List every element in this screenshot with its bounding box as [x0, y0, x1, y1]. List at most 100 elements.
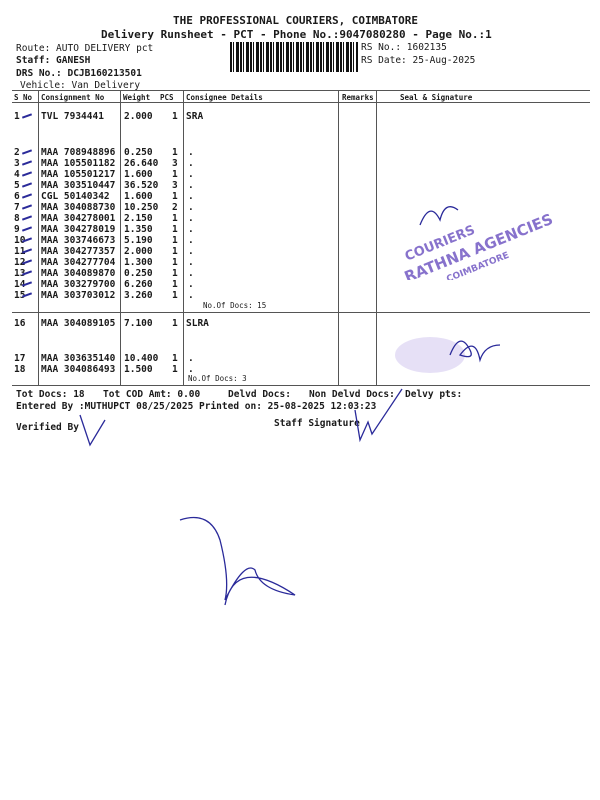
- barcode: [230, 42, 358, 72]
- pcs: 1: [172, 268, 178, 279]
- serial-no: 9: [14, 224, 20, 235]
- consignee-detail: .: [188, 353, 194, 364]
- weight: 10.400: [124, 353, 159, 364]
- check-mark-icon: [21, 204, 33, 210]
- consignee-detail: .: [188, 169, 194, 180]
- serial-no: 2: [14, 147, 20, 158]
- pcs: 3: [172, 180, 178, 191]
- consignee-detail: .: [188, 213, 194, 224]
- serial-no: 8: [14, 213, 20, 224]
- consignee-detail: .: [188, 235, 194, 246]
- consignment-no: MAA 304278001: [41, 213, 116, 224]
- consignee-detail: .: [188, 202, 194, 213]
- serial-no: 3: [14, 158, 20, 169]
- rs-date: RS Date: 25-Aug-2025: [361, 55, 476, 66]
- weight: 2.000: [124, 246, 153, 257]
- consignment-no: CGL 50140342: [41, 191, 110, 202]
- consignee-detail: .: [188, 158, 194, 169]
- consignment-no: TVL 7934441: [41, 111, 104, 122]
- pcs: 1: [172, 169, 178, 180]
- serial-no: 1: [14, 111, 20, 122]
- signature-stamp: [395, 337, 501, 373]
- weight: 26.640: [124, 158, 159, 169]
- pcs: 1: [172, 235, 178, 246]
- check-mark-icon: [21, 149, 33, 155]
- staff-signature: Staff Signature: [274, 418, 360, 429]
- serial-no: 10: [14, 235, 26, 246]
- weight: 1.300: [124, 257, 153, 268]
- consignee-detail: .: [188, 191, 194, 202]
- pcs: 1: [172, 290, 178, 301]
- check-mark-icon: [21, 160, 33, 166]
- consignment-no: MAA 304089105: [41, 318, 116, 329]
- consignee-name: SRA: [186, 111, 204, 122]
- serial-no: 11: [14, 246, 26, 257]
- serial-no: 5: [14, 180, 20, 191]
- weight: 1.350: [124, 224, 153, 235]
- weight: 2.150: [124, 213, 153, 224]
- pcs: 1: [172, 257, 178, 268]
- consignment-no: MAA 303279700: [41, 279, 116, 290]
- pcs: 2: [172, 202, 178, 213]
- weight: 10.250: [124, 202, 159, 213]
- consignment-no: MAA 303746673: [41, 235, 116, 246]
- check-mark-icon: [21, 193, 33, 199]
- serial-no: 18: [14, 364, 26, 375]
- pcs: 1: [172, 147, 178, 158]
- column-header: Consignee Details: [186, 93, 263, 102]
- delvy-pts: Delvy pts:: [405, 389, 463, 400]
- consignment-no: MAA 105501182: [41, 158, 116, 169]
- pcs: 1: [172, 364, 178, 375]
- pcs: 1: [172, 191, 178, 202]
- verified-by: Verified By: [16, 422, 79, 433]
- serial-no: 12: [14, 257, 26, 268]
- consignment-no: MAA 105501217: [41, 169, 116, 180]
- consignment-no: MAA 304277357: [41, 246, 116, 257]
- consignee-detail: .: [188, 147, 194, 158]
- pcs: 1: [172, 213, 178, 224]
- printed-on: Printed on: 25-08-2025 12:03:23: [199, 401, 377, 412]
- pcs: 1: [172, 224, 178, 235]
- weight: 0.250: [124, 268, 153, 279]
- weight: 1.500: [124, 364, 153, 375]
- docs-count: No.Of Docs: 15: [203, 301, 267, 310]
- company-name: THE PROFESSIONAL COURIERS, COIMBATORE: [173, 14, 419, 27]
- handwritten-signatures: [79, 388, 403, 606]
- consignment-no: MAA 304089870: [41, 268, 116, 279]
- consignee-detail: .: [188, 246, 194, 257]
- serial-no: 13: [14, 268, 26, 279]
- serial-no: 17: [14, 353, 26, 364]
- consignee-detail: .: [188, 364, 194, 375]
- consignment-no: MAA 303635140: [41, 353, 116, 364]
- runsheet-title: Delivery Runsheet - PCT - Phone No.:9047…: [101, 28, 492, 41]
- check-mark-icon: [21, 226, 33, 232]
- weight: 1.600: [124, 191, 153, 202]
- docs-count: No.Of Docs: 3: [188, 374, 247, 383]
- weight: 7.100: [124, 318, 153, 329]
- weight: 1.600: [124, 169, 153, 180]
- column-header: Weight: [123, 93, 151, 102]
- consignment-no: MAA 304278019: [41, 224, 116, 235]
- staff: Staff: GANESH: [16, 55, 91, 66]
- pcs: 1: [172, 246, 178, 257]
- column-header: S No: [14, 93, 33, 102]
- consignee-detail: .: [188, 224, 194, 235]
- pcs: 1: [172, 279, 178, 290]
- consignee-detail: .: [188, 290, 194, 301]
- serial-no: 15: [14, 290, 26, 301]
- vehicle: Vehicle: Van Delivery: [20, 80, 141, 91]
- pcs: 1: [172, 353, 178, 364]
- consignment-no: MAA 304086493: [41, 364, 116, 375]
- weight: 36.520: [124, 180, 159, 191]
- serial-no: 14: [14, 279, 26, 290]
- pcs: 3: [172, 158, 178, 169]
- tot-docs: Tot Docs: 18: [16, 389, 85, 400]
- weight: 5.190: [124, 235, 153, 246]
- consignee-detail: .: [188, 268, 194, 279]
- check-mark-icon: [21, 113, 33, 119]
- route: Route: AUTO DELIVERY pct: [16, 43, 154, 54]
- column-header: Remarks: [342, 93, 374, 102]
- column-header: Consignment No: [41, 93, 105, 102]
- consignment-no: MAA 303703012: [41, 290, 116, 301]
